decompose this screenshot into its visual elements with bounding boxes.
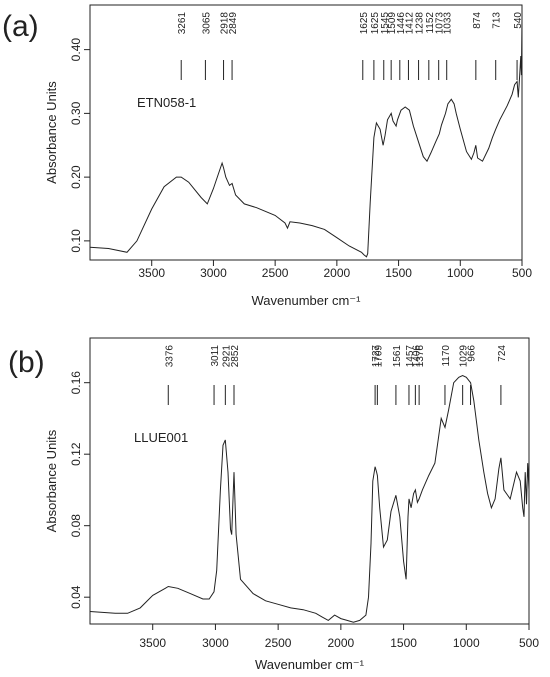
peak-label: 2921 <box>221 345 232 368</box>
peak-label: 3011 <box>210 345 221 367</box>
y-tick-label: 0.10 <box>69 229 83 253</box>
peak-label: 3376 <box>164 345 175 368</box>
y-tick-label: 0.20 <box>69 165 83 189</box>
plot-frame <box>89 337 530 625</box>
x-axis-title: Wavenumber cm⁻¹ <box>255 657 365 672</box>
peak-label: 1376 <box>415 345 426 368</box>
y-axis-title: Absorbance Units <box>44 429 59 532</box>
y-tick-label: 0.40 <box>69 38 83 62</box>
peak-label: 1561 <box>392 345 403 368</box>
peak-label: 1412 <box>404 12 415 35</box>
chart-panel-b: (b) LLUE001 3500 3000 2500 2000 1500 1000 500 0.0… <box>8 337 539 672</box>
peak-label: 1727 <box>371 345 382 368</box>
y-tick-label: 0.12 <box>69 442 83 466</box>
peak-label: 1625 <box>359 12 370 35</box>
x-tick-label: 500 <box>519 636 539 650</box>
x-tick-label: 2500 <box>265 636 292 650</box>
x-axis-title: Wavenumber cm⁻¹ <box>252 293 362 308</box>
peak-label: 2918 <box>220 12 231 35</box>
x-tick-label: 3500 <box>139 636 166 650</box>
peak-label: 2849 <box>228 12 239 35</box>
x-tick-label: 3500 <box>138 266 165 280</box>
panel-label: (a) <box>2 10 39 43</box>
peak-label: 1625 <box>370 12 381 35</box>
x-tick-label: 1500 <box>385 266 412 280</box>
x-tick-label: 2500 <box>262 266 289 280</box>
peak-label: 3065 <box>201 12 212 35</box>
peak-label: 1152 <box>425 12 436 34</box>
peak-label: 3261 <box>177 12 188 35</box>
x-tick-label: 1000 <box>447 266 474 280</box>
peak-label: 1457 <box>405 345 416 368</box>
sample-label: ETN058-1 <box>137 95 196 110</box>
peak-label: 1073 <box>435 12 446 35</box>
peak-label: 1709 <box>373 345 384 368</box>
peak-label: 1033 <box>443 12 454 35</box>
chart-panel-a: (a) ETN058-1 3500 3000 2500 2000 1500 1000 500 0.… <box>2 4 532 308</box>
x-tick-label: 3000 <box>200 266 227 280</box>
y-tick-label: 0.30 <box>69 101 83 125</box>
peak-label: 1509 <box>387 12 398 35</box>
x-tick-label: 1000 <box>453 636 480 650</box>
y-tick-label: 0.04 <box>69 585 83 609</box>
peak-label: 874 <box>472 12 483 29</box>
plot-frame <box>89 4 523 261</box>
y-axis-title: Absorbance Units <box>44 81 59 184</box>
peak-label: 724 <box>497 345 508 362</box>
peak-label: 540 <box>513 12 524 29</box>
peak-label: 1029 <box>459 345 470 368</box>
peak-label: 2852 <box>230 345 241 368</box>
peak-label: 1545 <box>380 12 391 35</box>
peak-label: 713 <box>492 12 503 29</box>
x-tick-label: 3000 <box>202 636 229 650</box>
y-tick-label: 0.08 <box>69 514 83 538</box>
spectrum-line <box>89 374 530 623</box>
x-tick-label: 2000 <box>324 266 351 280</box>
sample-label: LLUE001 <box>134 430 188 445</box>
x-tick-label: 1500 <box>390 636 417 650</box>
peak-label: 1238 <box>415 12 426 35</box>
panel-label: (b) <box>8 346 45 379</box>
x-tick-label: 500 <box>512 266 532 280</box>
peak-label: 1446 <box>396 12 407 35</box>
spectrum-line <box>89 17 523 258</box>
peak-label: 1406 <box>411 345 422 368</box>
peak-label: 1170 <box>441 345 452 367</box>
y-tick-label: 0.16 <box>69 371 83 395</box>
x-tick-label: 2000 <box>328 636 355 650</box>
peak-label: 966 <box>467 345 478 362</box>
